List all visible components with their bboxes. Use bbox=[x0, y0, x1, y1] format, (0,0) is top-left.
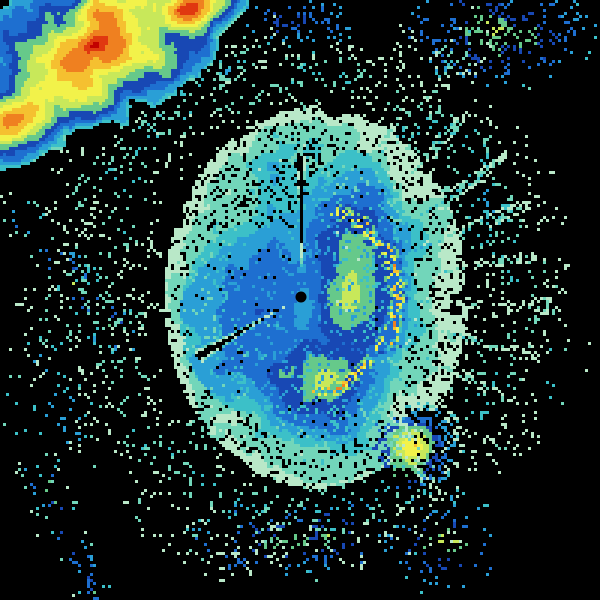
radar-reflectivity-canvas[interactable] bbox=[0, 0, 600, 600]
radar-image-viewport[interactable] bbox=[0, 0, 600, 600]
